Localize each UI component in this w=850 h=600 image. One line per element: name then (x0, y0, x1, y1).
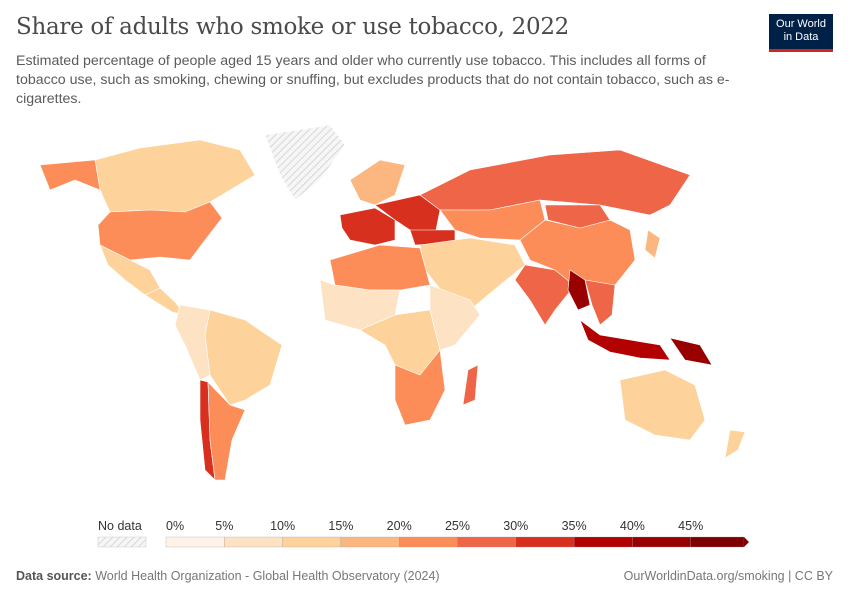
logo-line-2: in Data (783, 31, 819, 43)
legend-arrow-icon (744, 537, 749, 547)
legend-tick-label: 10% (270, 519, 295, 533)
legend-bin-4 (399, 536, 458, 548)
legend-tick-label: 45% (678, 519, 703, 533)
legend-no-data-swatch (97, 536, 147, 548)
country-greenland[interactable]: Greenland (264, 124, 346, 201)
country-southeast-asia[interactable]: Southeast Asia: 28% (584, 279, 616, 326)
country-myanmar[interactable]: Myanmar: 42% (567, 269, 591, 311)
owid-logo[interactable]: Our World in Data (769, 14, 833, 52)
chart-subtitle: Estimated percentage of people aged 15 y… (16, 53, 730, 107)
source-link[interactable]: World Health Organization - Global Healt… (95, 569, 440, 583)
country-papua-new-guinea[interactable]: Papua New Guinea: 40% (669, 337, 713, 366)
legend-bin-8 (632, 536, 691, 548)
legend-bins: 0% 5% 10% 15% 20% 25% 30% 35% 40% 45% (165, 519, 749, 548)
legend-tick-label: 25% (445, 519, 470, 533)
legend-bin-7 (573, 536, 633, 548)
country-shapes[interactable]: Canada: 12%United States: 23%Mexico: 12%… (39, 124, 746, 481)
legend-bin-5 (457, 536, 516, 548)
legend-tick-label: 15% (328, 519, 353, 533)
country-north-africa[interactable]: North Africa: 20% (329, 244, 431, 291)
country-east-africa[interactable]: East Africa: 9% (429, 284, 481, 351)
country-scandinavia[interactable]: Scandinavia: 18% (349, 159, 406, 206)
country-mongolia[interactable]: Mongolia: 27% (544, 204, 611, 229)
world-map[interactable]: Canada: 12%United States: 23%Mexico: 12%… (0, 120, 850, 510)
country-indonesia[interactable]: Indonesia: 38% (579, 319, 671, 361)
legend-bin-2 (282, 536, 342, 548)
country-japan[interactable]: Japan: 19% (644, 229, 661, 259)
country-new-zealand[interactable]: New Zealand: 13% (724, 429, 746, 459)
country-alaska[interactable]: Alaska: 23% (39, 159, 101, 191)
country-madagascar[interactable]: Madagascar: 27% (462, 364, 479, 406)
footer-source: Data source: World Health Organization -… (16, 569, 440, 583)
legend-no-data-label: No data (98, 519, 142, 533)
country-australia[interactable]: Australia: 12% (619, 369, 706, 441)
legend-bin-1 (224, 536, 283, 548)
legend-tick-label: 0% (166, 519, 184, 533)
source-label: Data source: (16, 569, 92, 583)
legend-tick-label: 30% (503, 519, 528, 533)
legend-bin-9 (690, 536, 745, 548)
country-united-states[interactable]: United States: 23% (97, 201, 223, 261)
legend-bin-0 (165, 536, 225, 548)
legend: No data 0% 5% 10% 15% 20% 25% 30% 35% 40% 45% (97, 519, 749, 548)
country-western-europe[interactable]: Western Europe: 30% (339, 207, 396, 246)
country-west-africa[interactable]: West Africa: 7% (319, 279, 401, 331)
logo-line-1: Our World (776, 18, 826, 30)
chart-title: Share of adults who smoke or use tobacco… (16, 14, 569, 40)
legend-tick-label: 20% (387, 519, 412, 533)
footer-url[interactable]: OurWorldinData.org/smoking | CC BY (623, 569, 833, 583)
legend-tick-label: 35% (562, 519, 587, 533)
country-western-south-america[interactable]: Western South America: 9% (174, 304, 211, 381)
country-argentina[interactable]: Argentina: 24% (207, 381, 246, 481)
legend-bin-3 (340, 536, 400, 548)
legend-bin-6 (515, 536, 575, 548)
legend-tick-label: 40% (620, 519, 645, 533)
legend-tick-label: 5% (215, 519, 233, 533)
country-canada[interactable]: Canada: 12% (94, 139, 256, 213)
country-southern-africa[interactable]: Southern Africa: 22% (394, 349, 446, 426)
